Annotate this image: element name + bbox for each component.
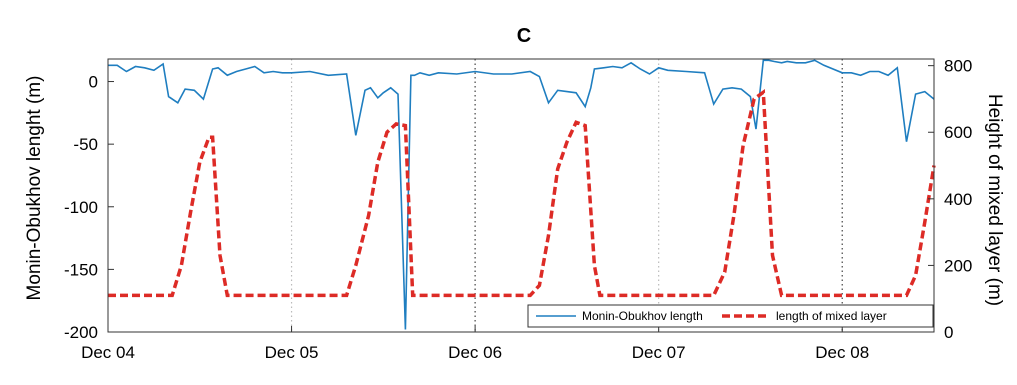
x-tick-label: Dec 07 bbox=[632, 343, 686, 362]
x-tick-label: Dec 06 bbox=[448, 343, 502, 362]
left-tick-label: -150 bbox=[64, 260, 98, 279]
left-axis-label: Monin-Obukhov lenght (m) bbox=[24, 76, 45, 301]
left-tick-label: -50 bbox=[73, 135, 98, 154]
x-axis-ticks: Dec 04 Dec 05 Dec 06 Dec 07 Dec 08 bbox=[81, 326, 869, 362]
left-tick-label: 0 bbox=[89, 73, 98, 92]
series-layer bbox=[108, 59, 936, 330]
left-axis-ticks: 0 -50 -100 -150 -200 bbox=[64, 73, 114, 342]
right-axis-ticks: 800 600 400 200 0 bbox=[928, 57, 972, 342]
right-tick-label: 600 bbox=[944, 123, 972, 142]
chart-title: C bbox=[517, 25, 531, 47]
x-tick-label: Dec 05 bbox=[265, 343, 319, 362]
legend-box bbox=[527, 304, 934, 328]
gridlines bbox=[290, 59, 843, 332]
x-tick-label: Dec 08 bbox=[815, 343, 869, 362]
legend-label-mixed-layer: length of mixed layer bbox=[776, 309, 887, 323]
right-tick-label: 800 bbox=[944, 57, 972, 76]
legend: Monin-Obukhov length length of mixed lay… bbox=[527, 304, 934, 328]
right-tick-label: 200 bbox=[944, 256, 972, 275]
plot-frame bbox=[107, 58, 935, 333]
legend-label-mo: Monin-Obukhov length bbox=[582, 309, 703, 323]
right-tick-label: 400 bbox=[944, 190, 972, 209]
mo-length-line bbox=[108, 59, 935, 330]
right-axis-label: Height of mixed layer (m) bbox=[984, 94, 1005, 306]
mixed-layer-line bbox=[108, 88, 936, 298]
x-tick-label: Dec 04 bbox=[81, 343, 135, 362]
right-tick-label: 0 bbox=[944, 323, 953, 342]
left-tick-label: -200 bbox=[64, 323, 98, 342]
left-tick-label: -100 bbox=[64, 198, 98, 217]
